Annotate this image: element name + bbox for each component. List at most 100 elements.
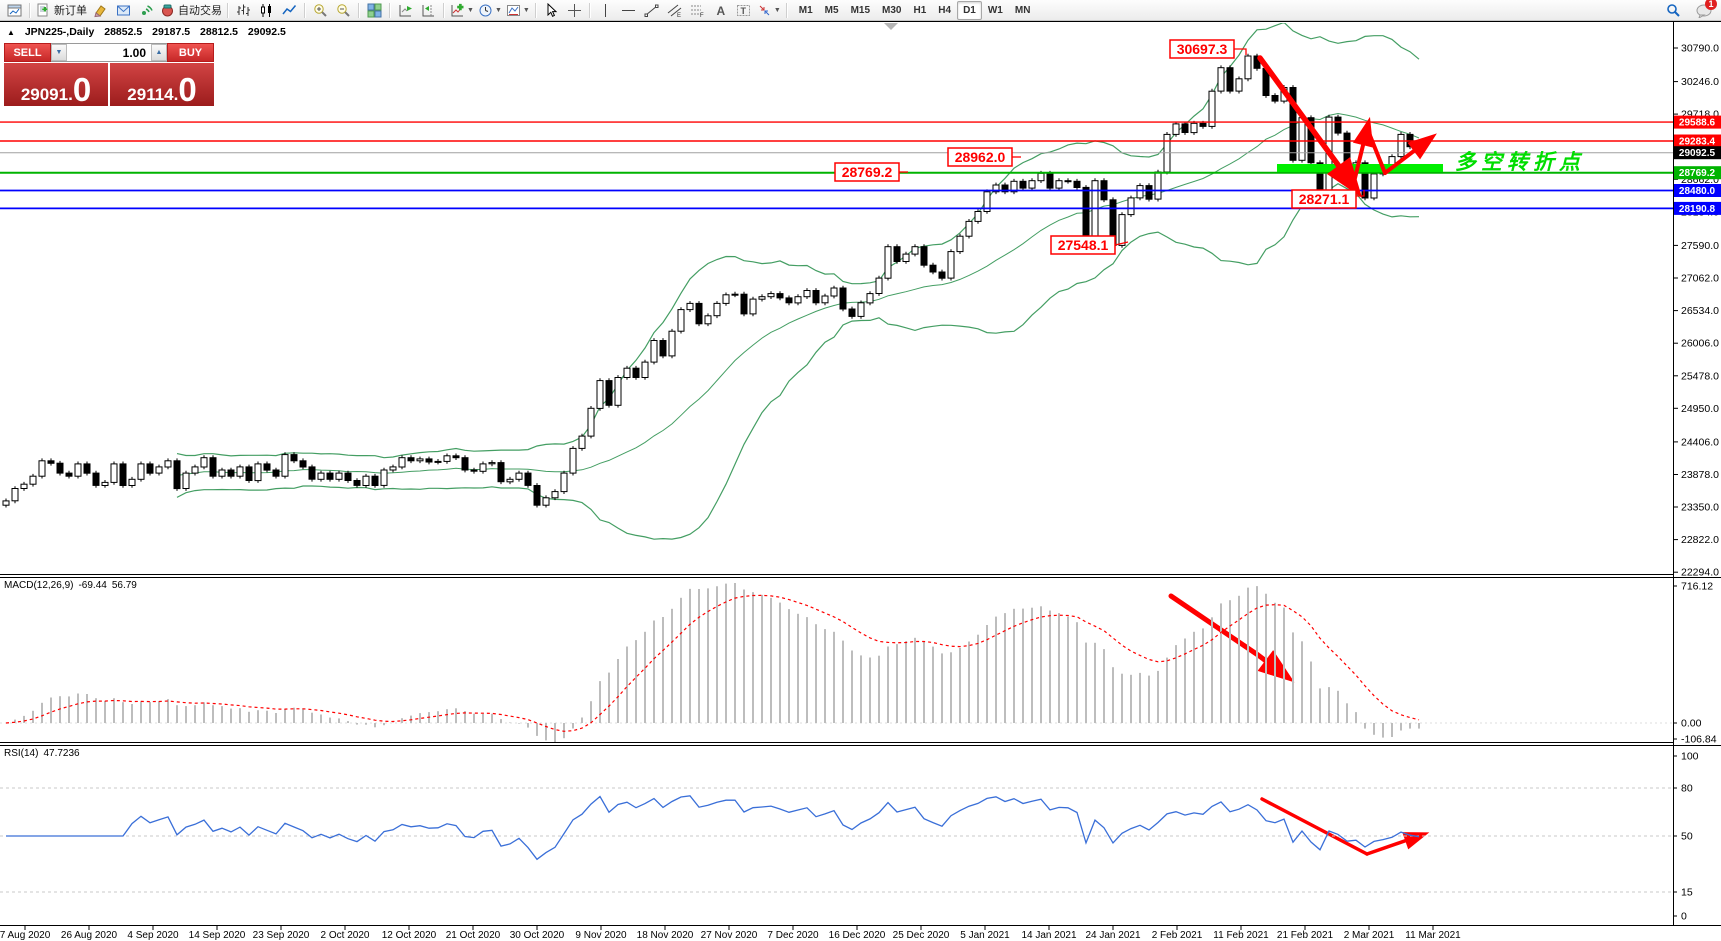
fibonacci-icon[interactable]: F bbox=[687, 1, 708, 20]
buy-button[interactable]: BUY bbox=[167, 43, 214, 62]
trend-arrows[interactable] bbox=[1168, 55, 1437, 856]
label-icon[interactable]: T bbox=[733, 1, 754, 20]
svg-text:25478.0: 25478.0 bbox=[1681, 370, 1719, 382]
ohlc-open: 28852.5 bbox=[104, 26, 143, 38]
svg-text:22294.0: 22294.0 bbox=[1681, 567, 1719, 579]
sell-price-pip: 0 bbox=[72, 71, 92, 108]
timeframe-W1[interactable]: W1 bbox=[987, 4, 1003, 16]
chart-shift-icon[interactable] bbox=[418, 1, 439, 20]
svg-text:18 Nov 2020: 18 Nov 2020 bbox=[637, 930, 694, 941]
zoom-out-icon[interactable] bbox=[333, 1, 354, 20]
toolbar-separator bbox=[534, 2, 537, 18]
toolbar-separator bbox=[358, 2, 360, 18]
rsi-pane bbox=[0, 787, 1673, 893]
chart-frame bbox=[0, 21, 1721, 926]
svg-text:26006.0: 26006.0 bbox=[1681, 338, 1719, 350]
price-axis[interactable]: 30790.030246.029718.029190.028662.028134… bbox=[1673, 43, 1721, 923]
timeframe-H4[interactable]: H4 bbox=[938, 4, 952, 16]
svg-text:29588.6: 29588.6 bbox=[1679, 118, 1716, 129]
svg-text:12 Oct 2020: 12 Oct 2020 bbox=[382, 930, 437, 941]
auto-scroll-icon[interactable] bbox=[395, 1, 416, 20]
svg-text:11 Feb 2021: 11 Feb 2021 bbox=[1213, 930, 1269, 941]
svg-text:28769.2: 28769.2 bbox=[842, 164, 893, 180]
macd-value: -69.44 bbox=[78, 580, 107, 591]
arrows-icon[interactable]: ▼ bbox=[756, 1, 782, 20]
signals-icon[interactable] bbox=[136, 1, 157, 20]
toolbar: 新订单 自动交易 ▼ ▼ ▼ E F A T ▼ M1 M5 M15 M30 H1 H4 D1 W1 MN 1 bbox=[0, 0, 1721, 21]
vline-icon[interactable] bbox=[595, 1, 616, 20]
macd-name: MACD(12,26,9) bbox=[4, 580, 74, 591]
volume-increase-button[interactable]: ▲ bbox=[151, 44, 167, 61]
timeframe-M30[interactable]: M30 bbox=[882, 4, 902, 16]
timeframe-D1[interactable]: D1 bbox=[957, 0, 982, 20]
search-icon[interactable] bbox=[1663, 1, 1684, 20]
channel-icon[interactable]: E bbox=[664, 1, 685, 20]
svg-text:28480.0: 28480.0 bbox=[1679, 186, 1716, 197]
tile-windows-icon[interactable] bbox=[364, 1, 385, 20]
sell-price-display[interactable]: 29091 . 0 bbox=[4, 63, 108, 106]
svg-text:30246.0: 30246.0 bbox=[1681, 76, 1719, 88]
svg-text:0: 0 bbox=[1681, 911, 1687, 923]
volume-decrease-button[interactable]: ▼ bbox=[51, 44, 67, 61]
svg-text:716.12: 716.12 bbox=[1681, 581, 1713, 593]
rsi-label: RSI(14) 47.7236 bbox=[4, 748, 85, 759]
sell-button[interactable]: SELL bbox=[4, 43, 51, 62]
timeframe-M5[interactable]: M5 bbox=[824, 4, 839, 16]
buy-price-dot: . bbox=[173, 85, 179, 104]
macd-pane bbox=[0, 583, 1673, 742]
new-order-button[interactable]: 新订单 bbox=[35, 1, 88, 20]
volume-input[interactable]: 1.00 bbox=[122, 45, 146, 60]
timeframe-M15[interactable]: M15 bbox=[850, 4, 871, 16]
timeframe-H1[interactable]: H1 bbox=[913, 4, 927, 16]
hline-icon[interactable] bbox=[618, 1, 639, 20]
svg-text:27548.1: 27548.1 bbox=[1058, 237, 1109, 253]
turning-point-annotation[interactable]: 多空转折点 bbox=[1455, 151, 1585, 174]
chart-window-icon[interactable] bbox=[4, 1, 25, 20]
buy-price-pip: 0 bbox=[178, 71, 197, 108]
svg-text:27590.0: 27590.0 bbox=[1681, 240, 1719, 252]
svg-text:21 Feb 2021: 21 Feb 2021 bbox=[1277, 930, 1334, 941]
timeframe-MN[interactable]: MN bbox=[1014, 4, 1031, 16]
autotrading-button[interactable]: 自动交易 bbox=[159, 1, 223, 20]
svg-text:7 Dec 2020: 7 Dec 2020 bbox=[767, 930, 819, 941]
svg-text:26 Aug 2020: 26 Aug 2020 bbox=[61, 930, 118, 941]
candle-chart-icon[interactable] bbox=[256, 1, 277, 20]
zoom-in-icon[interactable] bbox=[310, 1, 331, 20]
templates-icon[interactable]: ▼ bbox=[505, 1, 531, 20]
volume-stepper: ▼ 1.00 ▲ bbox=[51, 43, 167, 62]
crosshair-icon[interactable] bbox=[564, 1, 585, 20]
bar-chart-icon[interactable] bbox=[233, 1, 254, 20]
svg-text:23350.0: 23350.0 bbox=[1681, 502, 1719, 514]
price-annotations[interactable]: 30697.3 28962.0 28769.2 28271.1 27548.1 bbox=[834, 39, 1365, 255]
chat-icon[interactable]: 1 bbox=[1693, 0, 1717, 20]
svg-text:A: A bbox=[716, 4, 725, 18]
line-chart-icon[interactable] bbox=[279, 1, 300, 20]
splitter-arrow-icon bbox=[884, 23, 898, 30]
styler-icon[interactable] bbox=[90, 1, 111, 20]
svg-text:21 Oct 2020: 21 Oct 2020 bbox=[446, 930, 501, 941]
collapse-panel-icon[interactable]: ▲ bbox=[7, 28, 15, 37]
text-icon[interactable]: A bbox=[710, 1, 731, 20]
svg-text:F: F bbox=[700, 13, 704, 18]
ohlc-high: 29187.5 bbox=[152, 26, 191, 38]
turning-point-bar[interactable] bbox=[1277, 164, 1443, 172]
buy-price-display[interactable]: 29114 . 0 bbox=[110, 63, 214, 106]
svg-text:29092.5: 29092.5 bbox=[1679, 148, 1716, 159]
toolbar-separator bbox=[588, 2, 591, 18]
indicators-icon[interactable]: ▼ bbox=[449, 1, 475, 20]
toolbar-separator bbox=[304, 2, 306, 18]
cursor-icon[interactable] bbox=[541, 1, 562, 20]
macd-label: MACD(12,26,9) -69.44 56.79 bbox=[4, 580, 142, 591]
timeframe-M1[interactable]: M1 bbox=[798, 4, 813, 16]
sell-price-dot: . bbox=[68, 85, 73, 104]
messenger-icon[interactable] bbox=[113, 1, 134, 20]
svg-text:16 Dec 2020: 16 Dec 2020 bbox=[829, 930, 886, 941]
date-axis[interactable]: 7 Aug 2020 26 Aug 2020 4 Sep 2020 14 Sep 20… bbox=[0, 926, 1461, 941]
svg-text:80: 80 bbox=[1681, 783, 1693, 795]
periods-icon[interactable]: ▼ bbox=[477, 1, 503, 20]
trendline-icon[interactable] bbox=[641, 1, 662, 20]
rsi-name: RSI(14) bbox=[4, 748, 39, 759]
svg-text:22822.0: 22822.0 bbox=[1681, 534, 1719, 546]
